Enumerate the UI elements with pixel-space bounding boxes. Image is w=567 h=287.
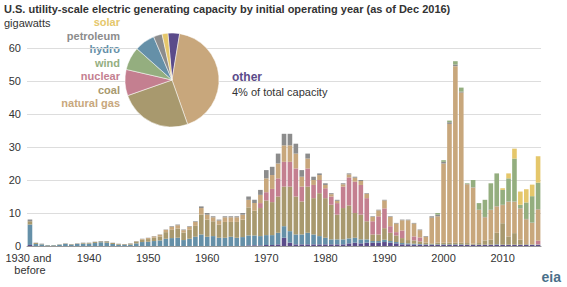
svg-text:2010: 2010 [490, 252, 514, 264]
svg-text:40: 40 [9, 108, 21, 120]
svg-text:30: 30 [9, 141, 21, 153]
svg-text:4% of total capacity: 4% of total capacity [232, 86, 328, 98]
svg-text:10: 10 [9, 207, 21, 219]
svg-text:solar: solar [94, 16, 121, 28]
svg-text:hydro: hydro [89, 43, 120, 55]
svg-text:60: 60 [9, 42, 21, 54]
svg-text:2000: 2000 [431, 252, 455, 264]
svg-text:50: 50 [9, 75, 21, 87]
svg-text:1970: 1970 [254, 252, 278, 264]
svg-text:1960: 1960 [195, 252, 219, 264]
svg-text:1990: 1990 [372, 252, 396, 264]
svg-text:coal: coal [98, 84, 120, 96]
svg-text:petroleum: petroleum [67, 30, 120, 42]
svg-text:before: before [14, 264, 45, 276]
svg-text:nuclear: nuclear [81, 70, 121, 82]
svg-text:1980: 1980 [313, 252, 337, 264]
svg-text:other: other [232, 70, 262, 84]
svg-text:natural gas: natural gas [61, 97, 120, 109]
svg-text:20: 20 [9, 174, 21, 186]
svg-text:1940: 1940 [77, 252, 101, 264]
svg-text:0: 0 [15, 240, 21, 252]
svg-text:gigawatts: gigawatts [4, 17, 51, 29]
svg-text:1950: 1950 [136, 252, 160, 264]
svg-text:U.S. utility-scale electric ge: U.S. utility-scale electric generating c… [4, 3, 451, 15]
svg-text:eia: eia [542, 269, 562, 285]
svg-text:1930 and: 1930 and [5, 252, 54, 264]
svg-text:wind: wind [94, 57, 120, 69]
